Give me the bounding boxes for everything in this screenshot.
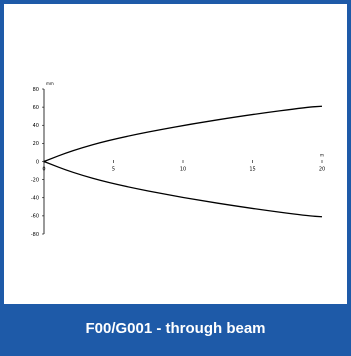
x-tick-label: 0: [42, 167, 45, 173]
x-tick-label: 20: [319, 167, 325, 173]
y-tick-label: 0: [36, 159, 39, 165]
caption-text: F00/G001 - through beam: [85, 319, 266, 337]
y-tick-label: 80: [33, 87, 39, 93]
x-axis-unit: m: [320, 153, 324, 158]
y-tick-label: 20: [33, 141, 39, 147]
series-group: [43, 105, 323, 218]
plot-area: mm 80 60 40 20 0 -20 -40 -60 -80 0 5 10 15 20 m: [4, 4, 347, 308]
y-tick-label: -60: [31, 214, 39, 220]
y-axis-unit: mm: [46, 81, 54, 86]
series-upper-line: [43, 105, 323, 163]
y-tick-label: -40: [31, 196, 39, 202]
caption-bar: F00/G001 - through beam: [4, 304, 347, 352]
y-tick-label: -80: [31, 232, 39, 238]
x-tick-label: 10: [180, 167, 186, 173]
series-lower-line: [43, 160, 323, 218]
x-tick-label: 5: [112, 167, 115, 173]
y-tick-label: 60: [33, 105, 39, 111]
y-tick-label: -20: [31, 177, 39, 183]
x-tick-label: 15: [249, 167, 255, 173]
y-tick-label: 40: [33, 123, 39, 129]
